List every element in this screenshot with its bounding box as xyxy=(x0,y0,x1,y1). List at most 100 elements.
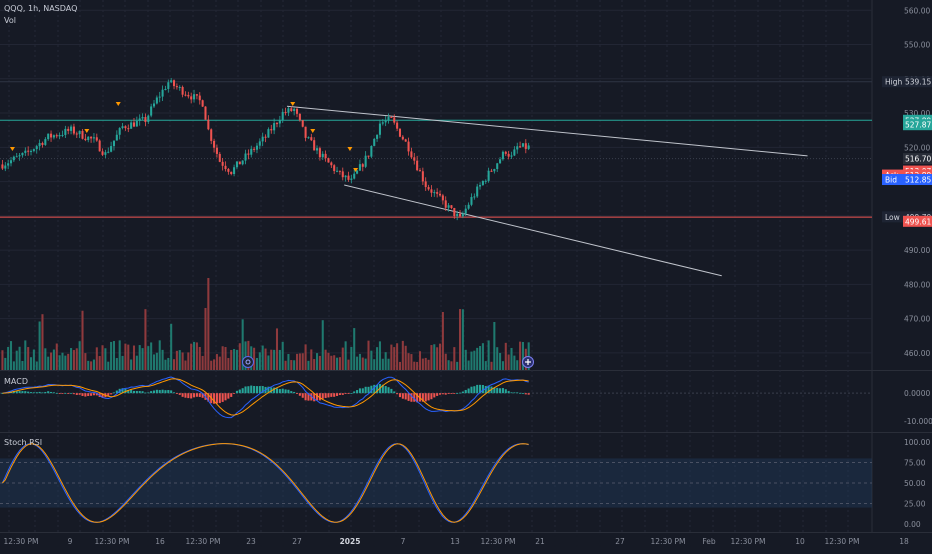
macd-hist-83 xyxy=(238,389,241,394)
macd-hist-70 xyxy=(201,393,204,398)
volume-bar-9 xyxy=(27,347,30,370)
macd-hist-69 xyxy=(198,393,201,397)
volume-bar-176 xyxy=(504,342,507,370)
volume-bar-180 xyxy=(516,360,519,370)
macd-hist-67 xyxy=(193,393,196,398)
volume-label[interactable]: Vol xyxy=(4,16,16,25)
macd-hist-124 xyxy=(356,390,359,394)
candle-body-86 xyxy=(247,153,250,155)
candle-body-107 xyxy=(307,137,310,139)
candle-body-140 xyxy=(401,136,404,140)
candle-body-57 xyxy=(164,88,167,90)
macd-hist-137 xyxy=(393,391,396,394)
macd-hist-106 xyxy=(304,393,307,401)
candle-body-51 xyxy=(147,115,150,122)
candle-body-49 xyxy=(141,117,144,119)
volume-bar-116 xyxy=(333,355,336,370)
volume-bar-126 xyxy=(361,357,364,370)
candle-body-166 xyxy=(476,186,479,197)
candle-body-36 xyxy=(104,152,107,155)
macd-hist-181 xyxy=(519,392,522,394)
macd-hist-141 xyxy=(404,393,407,400)
candle-body-82 xyxy=(235,161,238,168)
stoch-band xyxy=(0,458,872,508)
candle-body-6 xyxy=(18,155,21,157)
volume-bar-43 xyxy=(124,343,127,370)
macd-hist-144 xyxy=(413,393,416,402)
candle-body-76 xyxy=(218,153,221,162)
candle-body-34 xyxy=(98,140,101,152)
candle-body-113 xyxy=(324,153,327,159)
time-tick-6: 27 xyxy=(292,537,302,546)
macd-hist-5 xyxy=(15,390,18,394)
macd-hist-95 xyxy=(273,387,276,394)
candle-body-75 xyxy=(215,147,218,154)
volume-bar-96 xyxy=(275,328,279,370)
candle-body-93 xyxy=(267,129,270,138)
time-tick-12: 27 xyxy=(615,537,625,546)
volume-bar-37 xyxy=(107,361,110,370)
volume-bar-134 xyxy=(384,352,387,370)
symbol-title[interactable]: QQQ, 1h, NASDAQ xyxy=(4,4,78,13)
volume-bar-23 xyxy=(67,353,70,370)
macd-hist-9 xyxy=(27,391,30,394)
candle-body-104 xyxy=(298,113,301,121)
time-tick-17: 12:30 PM xyxy=(825,537,860,546)
macd-hist-28 xyxy=(81,393,84,396)
macd-hist-176 xyxy=(504,389,507,394)
candle-body-168 xyxy=(481,180,484,186)
volume-bar-100 xyxy=(287,354,290,370)
macd-hist-102 xyxy=(293,391,296,394)
candle-body-20 xyxy=(58,134,61,137)
volume-bar-118 xyxy=(338,357,341,370)
candle-body-178 xyxy=(510,155,513,157)
volume-bar-11 xyxy=(32,349,35,370)
macd-hist-47 xyxy=(135,390,138,394)
stoch-rsi-panel[interactable] xyxy=(0,443,872,523)
volume-bar-115 xyxy=(330,355,333,370)
candle-body-37 xyxy=(107,151,110,153)
volume-bar-148 xyxy=(424,357,427,370)
candle-body-42 xyxy=(121,126,124,129)
candle-body-68 xyxy=(195,94,198,96)
volume-bar-74 xyxy=(213,359,216,370)
volume-bar-110 xyxy=(316,353,319,370)
volume-bar-29 xyxy=(84,353,87,370)
volume-bar-162 xyxy=(464,349,467,370)
macd-hist-103 xyxy=(295,393,299,394)
stoch-rsi-label[interactable]: Stoch RSI xyxy=(4,438,43,447)
macd-hist-58 xyxy=(167,390,170,394)
time-tick-10: 12:30 PM xyxy=(481,537,516,546)
volume-bar-164 xyxy=(470,351,473,370)
price-scale[interactable]: 560.00550.00540.00530.00520.00510.00500.… xyxy=(882,6,932,529)
volume-bar-57 xyxy=(164,359,167,370)
macd-hist-128 xyxy=(367,386,370,394)
trendlines[interactable] xyxy=(286,105,808,277)
candle-body-40 xyxy=(115,134,118,141)
time-tick-9: 13 xyxy=(450,537,460,546)
macd-hist-145 xyxy=(416,393,419,403)
macd-hist-79 xyxy=(227,393,230,399)
macd-hist-39 xyxy=(112,392,115,394)
candle-body-63 xyxy=(181,86,184,95)
volume-bar-42 xyxy=(121,355,124,370)
volume-bar-102 xyxy=(293,360,296,370)
macd-hist-127 xyxy=(364,386,367,394)
plus-circle-icon[interactable] xyxy=(522,356,534,368)
candle-body-165 xyxy=(473,196,476,198)
candle-body-99 xyxy=(284,111,287,113)
candle-body-156 xyxy=(447,205,450,208)
price-tick-10: 460.00 xyxy=(904,349,930,358)
circle-dot-icon[interactable] xyxy=(242,356,254,368)
macd-label[interactable]: MACD xyxy=(4,377,28,386)
candle-body-112 xyxy=(321,153,324,158)
time-tick-16: 10 xyxy=(795,537,805,546)
stoch-tick-4: 0.00 xyxy=(904,520,921,529)
candle-body-15 xyxy=(44,139,47,145)
grid-lines xyxy=(0,0,872,532)
macd-panel[interactable] xyxy=(0,376,872,419)
candle-body-167 xyxy=(479,185,482,187)
time-axis[interactable]: 12:30 PM 9 12:30 PM 16 12:30 PM 23 27 2025 7 13 12… xyxy=(4,537,909,546)
